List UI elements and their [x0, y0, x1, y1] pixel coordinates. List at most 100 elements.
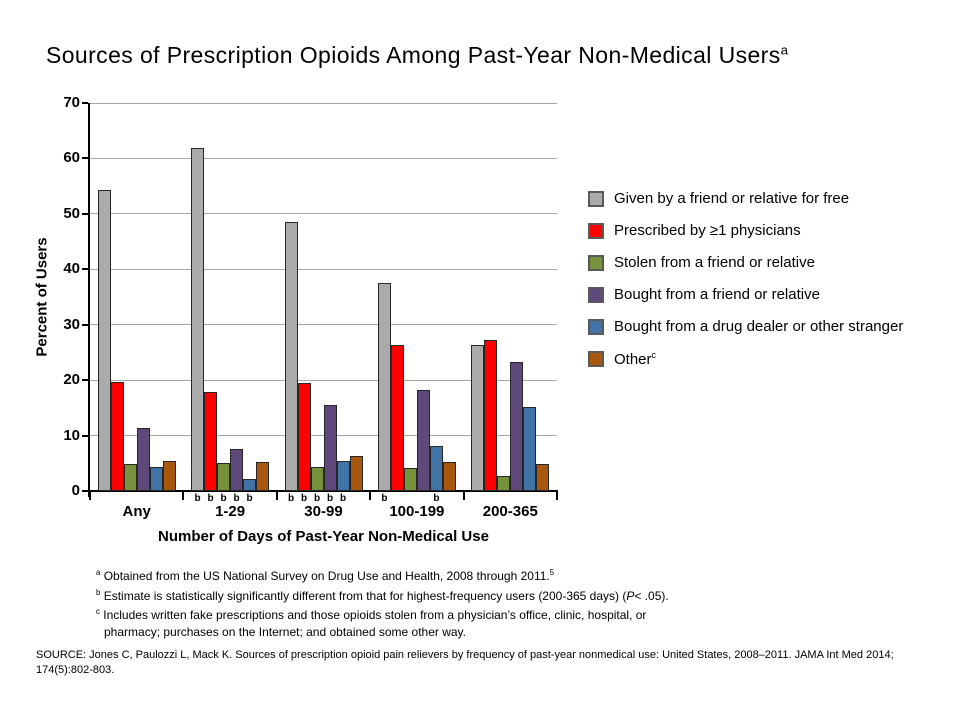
x-boundary-tick: [89, 492, 91, 500]
category-label: 1-29: [215, 503, 246, 520]
x-boundary-tick: [275, 492, 278, 500]
legend-label: Otherc: [614, 350, 657, 368]
footnote-c-line2: pharmacy; purchases on the Internet; and…: [104, 624, 466, 639]
footnote-c-text1: Includes written fake prescriptions and …: [103, 608, 647, 622]
bar: [484, 339, 498, 491]
significance-marker: b: [194, 493, 201, 504]
significance-marker: b: [381, 493, 388, 504]
page-title: Sources of Prescription Opioids Among Pa…: [46, 42, 788, 69]
legend-item: Bought from a drug dealer or other stran…: [588, 318, 903, 335]
significance-marker: b: [246, 493, 253, 504]
y-tick-label: 70: [63, 94, 80, 111]
bar: [110, 381, 124, 491]
x-boundary-tick: [462, 492, 465, 500]
legend-label: Bought from a friend or relative: [614, 286, 820, 303]
footnote-c-line1: c Includes written fake prescriptions an…: [96, 604, 736, 624]
significance-marker: b: [207, 493, 214, 504]
x-axis-title: Number of Days of Past-Year Non-Medical …: [158, 528, 489, 545]
legend: Given by a friend or relative for free Pr…: [588, 190, 903, 368]
legend-item: Bought from a friend or relative: [588, 286, 903, 303]
footnote-b-text-end: < .05).: [634, 588, 669, 603]
source-line1: SOURCE: Jones C, Paulozzi L, Mack K. Sou…: [36, 649, 894, 661]
bar: [230, 449, 244, 491]
bar: [390, 344, 404, 491]
significance-marker: b: [300, 493, 308, 504]
bar: [416, 389, 430, 491]
category-label: 100-199: [389, 503, 445, 520]
bar: [243, 478, 257, 491]
y-tick-label: 10: [63, 426, 80, 444]
category-label: Any: [122, 503, 151, 520]
bar: [429, 445, 443, 491]
category-label: 30-99: [304, 503, 343, 520]
y-tick: [82, 212, 88, 215]
footnote-a-ref: 5: [549, 568, 555, 577]
bar: [323, 405, 337, 491]
x-axis-line: [83, 490, 558, 492]
legend-label: Stolen from a friend or relative: [614, 254, 815, 271]
gridline: [90, 324, 557, 326]
bar: [349, 456, 363, 491]
footnote-a: a Obtained from the US National Survey o…: [96, 565, 736, 585]
significance-marker: b: [313, 493, 321, 504]
bar: [256, 461, 270, 491]
y-tick: [82, 102, 88, 104]
y-tick: [82, 157, 88, 160]
bar: [336, 461, 350, 491]
gridline: [90, 102, 557, 104]
legend-item: Given by a friend or relative for free: [588, 190, 903, 207]
bar: [284, 222, 298, 491]
gridline: [90, 379, 557, 381]
footnotes: a Obtained from the US National Survey o…: [96, 565, 736, 640]
legend-swatch-icon: [588, 190, 604, 207]
bar: [536, 463, 550, 491]
bar: [191, 147, 205, 491]
x-boundary-tick: [369, 492, 372, 500]
footnote-b: b Estimate is statistically significantl…: [96, 585, 736, 605]
y-tick: [82, 268, 88, 271]
significance-marker: b: [339, 493, 347, 504]
y-tick-label: 40: [63, 260, 80, 278]
bar: [123, 463, 137, 491]
legend-item: Stolen from a friend or relative: [588, 254, 903, 271]
legend-swatch-icon: [588, 222, 604, 239]
bar: [442, 462, 456, 491]
y-tick-label: 50: [63, 204, 80, 222]
significance-marker: b: [326, 493, 334, 504]
significance-marker: b: [233, 493, 240, 504]
legend-label: Bought from a drug dealer or other stran…: [614, 318, 904, 335]
legend-label-superscript: c: [651, 350, 657, 360]
significance-marker: b: [287, 493, 295, 504]
bar: [162, 461, 176, 491]
legend-label: Prescribed by ≥1 physicians: [614, 222, 801, 239]
bar: [149, 466, 163, 491]
bar: [471, 344, 485, 491]
footnote-a-text: Obtained from the US National Survey on …: [103, 569, 550, 583]
y-axis-title: Percent of Users: [33, 237, 51, 357]
gridline: [90, 157, 557, 159]
legend-swatch-icon: [588, 254, 604, 271]
bar: [403, 468, 417, 491]
legend-item: Prescribed by ≥1 physicians: [588, 222, 903, 239]
footnote-b-text: Estimate is statistically significantly …: [103, 588, 627, 603]
legend-swatch-icon: [588, 318, 604, 335]
y-tick-label: 20: [63, 371, 80, 389]
y-tick-label: 30: [63, 315, 80, 333]
legend-item: Otherc: [588, 350, 903, 368]
footnote-c-marker: c: [96, 607, 100, 616]
bar: [523, 406, 537, 491]
source-citation: SOURCE: Jones C, Paulozzi L, Mack K. Sou…: [36, 648, 941, 677]
gridline: [90, 213, 557, 215]
x-boundary-tick: [182, 492, 185, 500]
y-axis-line: [88, 103, 90, 497]
y-tick-label: 60: [63, 149, 80, 167]
footnote-b-italic-p: P: [626, 588, 635, 603]
bar: [377, 282, 391, 491]
y-tick: [82, 434, 88, 437]
category-label: 200-365: [482, 503, 538, 520]
y-tick: [82, 323, 88, 326]
bar: [497, 475, 511, 491]
bar: [217, 463, 231, 491]
gridline: [90, 268, 557, 270]
